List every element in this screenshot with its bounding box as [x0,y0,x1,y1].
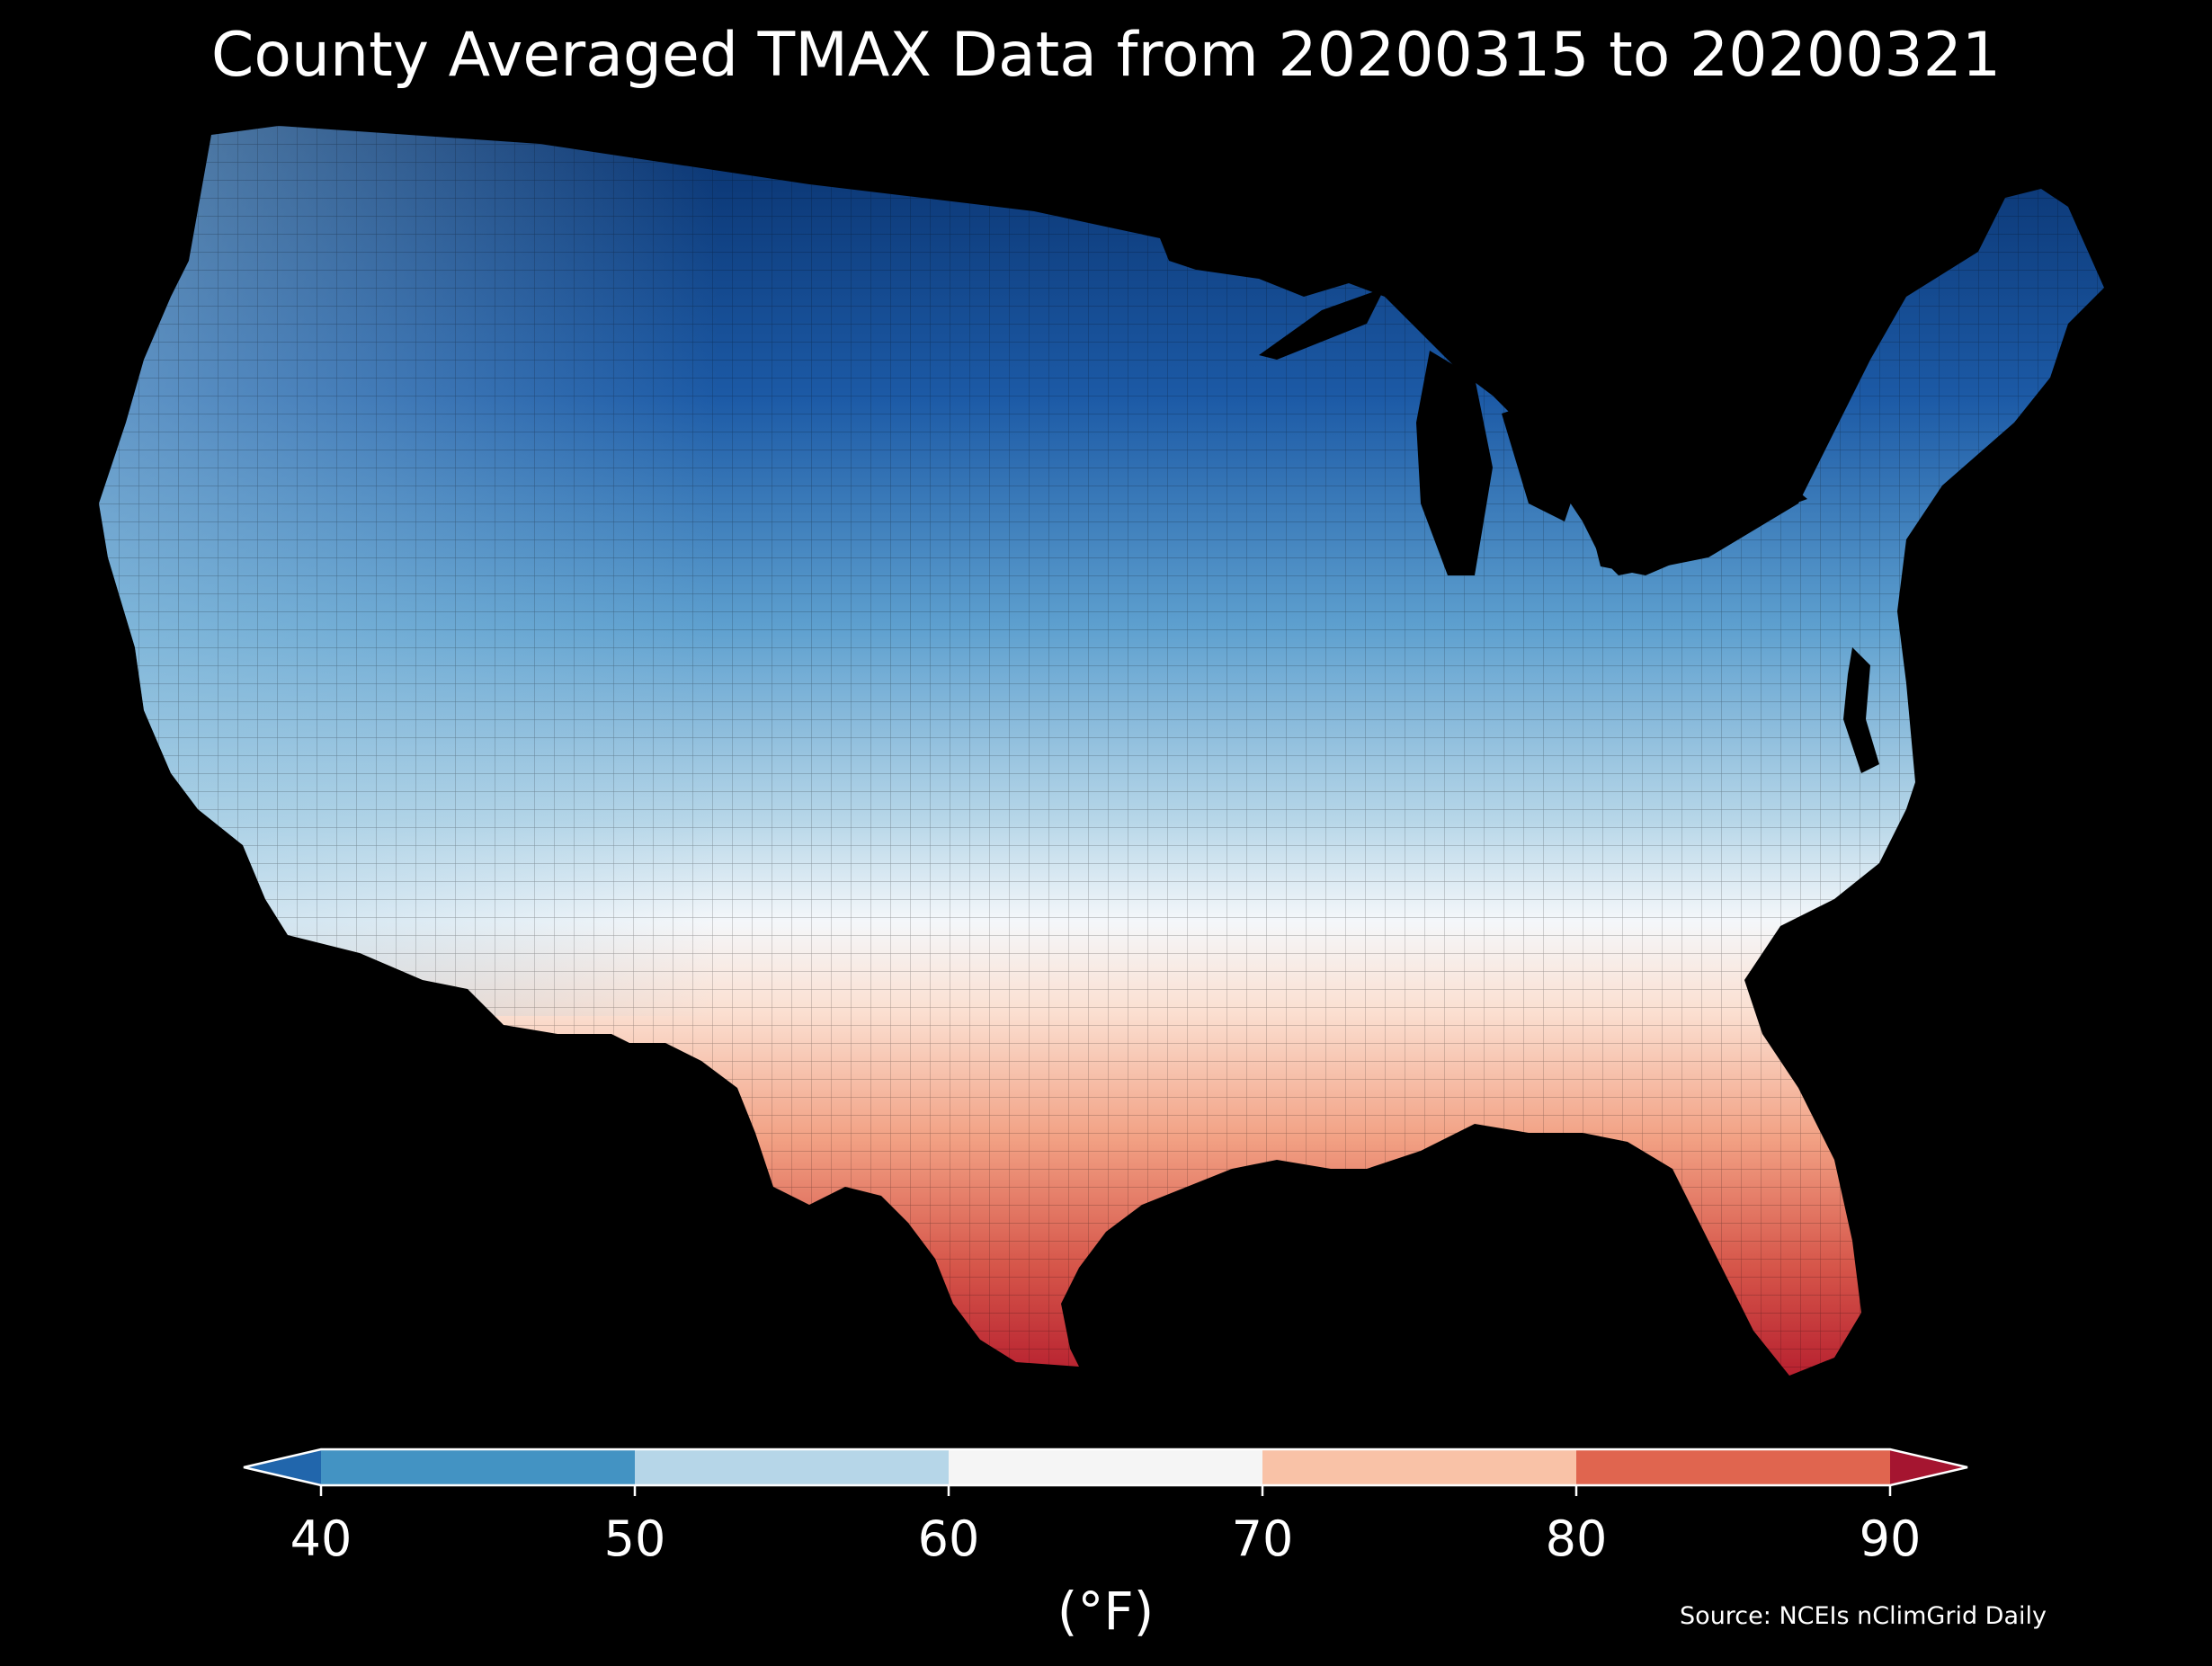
colorbar-tick-label-2: 60 [918,1510,980,1567]
colorbar-bin-2 [949,1449,1262,1485]
colorbar-bin-4 [1576,1449,1890,1485]
colorbar-tick-label-4: 80 [1546,1510,1608,1567]
colorbar-tick-label-1: 50 [604,1510,666,1567]
colorbar-under-extension [244,1449,321,1485]
colorbar-tick-label-5: 90 [1860,1510,1922,1567]
great-lakes [1259,288,1807,575]
colorbar-bin-1 [635,1449,949,1485]
source-note: Source: NCEIs nClimGrid Daily [1680,1602,2047,1630]
chesapeake-bay [1843,647,1879,773]
colorbar-tick-label-3: 70 [1232,1510,1294,1567]
colorbar-tick-label-0: 40 [290,1510,352,1567]
colorbar-bin-0 [321,1449,635,1485]
colorbar-over-extension [1890,1449,1967,1485]
map-title: County Averaged TMAX Data from 20200315 … [210,20,2002,91]
colorbar-unit-label: (°F) [1057,1581,1155,1642]
colorbar-bin-3 [1262,1449,1576,1485]
